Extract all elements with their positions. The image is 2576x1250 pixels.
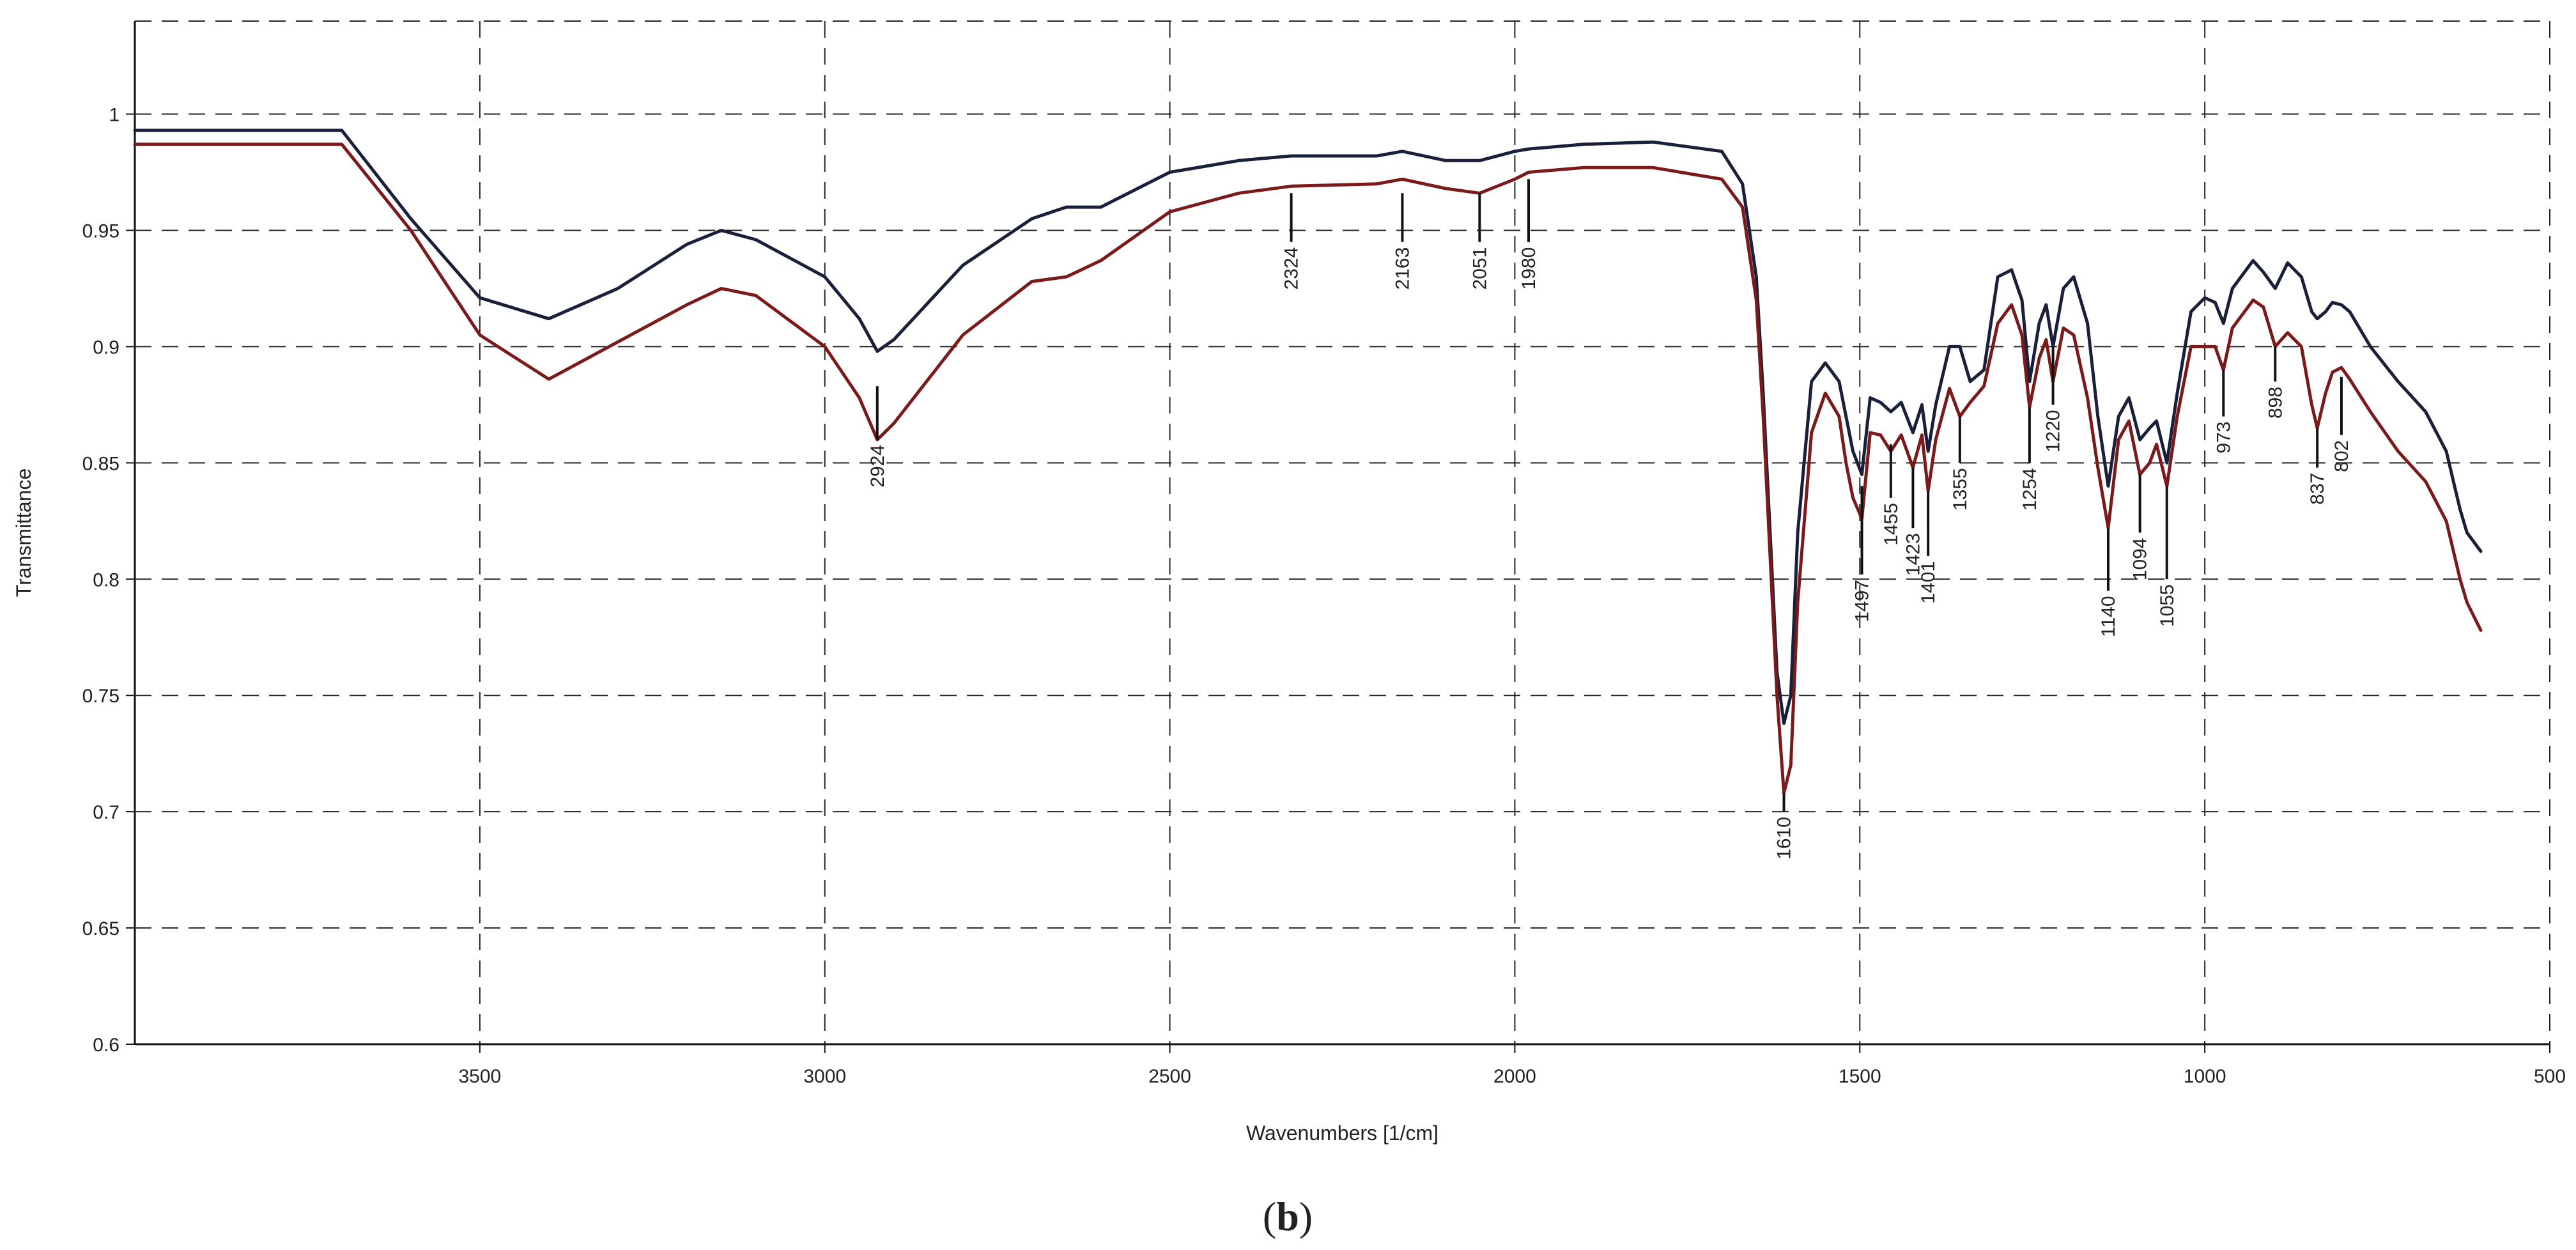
grid-lines [135,20,2550,1044]
x-tick-label: 1500 [1839,1066,1881,1087]
panel-label-close: ) [1299,1194,1313,1239]
panel-label-letter: b [1276,1194,1299,1239]
x-tick-label: 2000 [1493,1066,1536,1087]
y-axis-title: Transmittance [12,468,35,598]
series-lines [133,128,2483,795]
x-tick-label: 500 [2534,1066,2566,1087]
peak-label: 898 [2265,387,2286,419]
y-tick-label: 1 [109,105,120,126]
peak-label: 1355 [1950,468,1971,511]
panel-label-open: ( [1263,1194,1276,1239]
y-tick-label: 0.75 [82,686,120,707]
plot-frame [134,21,2550,1046]
y-tick-label: 0.65 [82,918,120,939]
y-tick-label: 0.95 [82,220,120,242]
peak-label: 1220 [2043,410,2064,452]
series-line-lower [133,143,2483,795]
x-tick-label: 3000 [803,1066,846,1087]
peak-label: 1497 [1852,580,1873,622]
x-axis-title: Wavenumbers [1/cm] [1246,1122,1438,1145]
peak-label: 973 [2213,422,2234,454]
peak-label: 1423 [1902,533,1924,576]
peak-label: 2163 [1392,247,1413,290]
peak-label: 1455 [1881,503,1902,546]
peak-label: 1254 [2019,468,2040,511]
x-tick-label: 2500 [1148,1066,1191,1087]
y-tick-label: 0.8 [93,569,120,590]
peak-label: 1055 [2157,584,2178,627]
y-tick-label: 0.85 [82,453,120,474]
series-line-upper [133,128,2483,725]
peak-label: 1094 [2130,538,2151,581]
peak-label: 1980 [1518,247,1539,290]
tick-labels: 3500 3000 2500 2000 1500 1000 500 0.6 0.65 0.7 0.7… [82,105,2566,1087]
y-tick-label: 0.6 [93,1035,120,1056]
panel-label: (b) [1263,1194,1313,1239]
peak-label: 2051 [1469,247,1490,290]
y-tick-label: 0.9 [93,337,120,358]
peak-label: 1401 [1918,561,1939,604]
x-tick-label: 3500 [458,1066,501,1087]
x-tick-label: 1000 [2184,1066,2226,1087]
peak-label: 2924 [867,445,888,488]
peak-label: 2324 [1281,247,1302,290]
peak-label: 1610 [1774,817,1795,860]
peak-label: 1140 [2098,596,2119,637]
peak-label: 802 [2331,440,2352,472]
peak-annotations: 2924 2324 2163 2051 1980 1610 1497 145514231401… [867,179,2352,860]
peak-label: 837 [2307,473,2328,505]
y-tick-label: 0.7 [93,802,120,823]
